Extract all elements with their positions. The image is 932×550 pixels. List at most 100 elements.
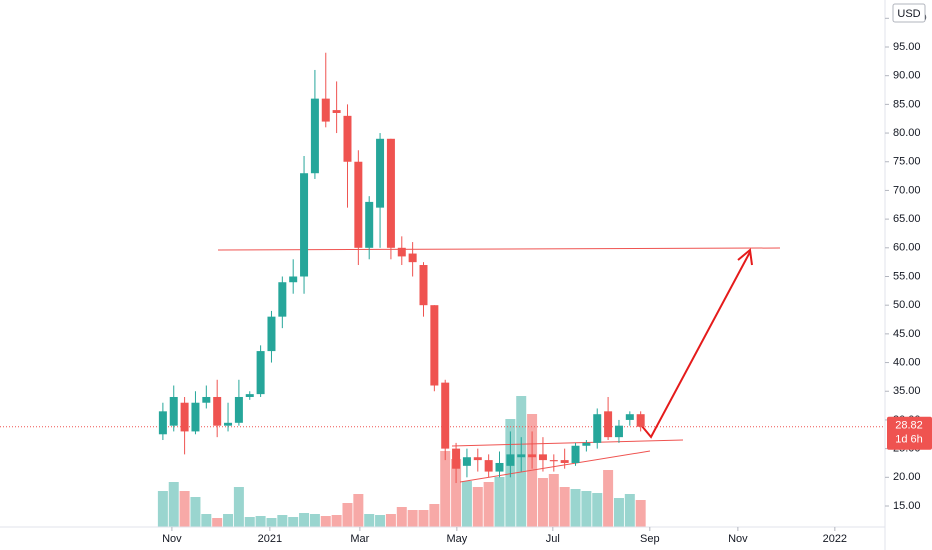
volume-bar [331,515,342,527]
y-tick-label: 40.00 [893,356,921,368]
candle-body [473,457,482,461]
volume-bar [266,518,277,527]
candle-body [310,98,319,174]
candle-body [267,316,276,352]
volume-bar [309,514,320,527]
resistance-line [217,247,781,251]
countdown-label: 1d 6h [895,434,923,446]
volume-bar [212,518,223,527]
volume-bar [548,474,559,527]
candle-body [289,276,298,283]
y-tick-label: 35.00 [893,385,921,397]
candle-body [224,422,233,426]
volume-bar [581,491,592,527]
y-tick-label: 80.00 [893,127,921,139]
volume-bar [320,516,331,527]
volume-bar [353,494,364,527]
volume-bar [429,504,440,527]
candle-body [528,454,537,458]
candle-body [256,351,265,395]
volume-bar [255,516,266,527]
volume-bar [537,478,548,527]
candle-body [354,161,363,248]
volume-bar [396,507,407,527]
candle-body [452,448,461,469]
volume-bar [385,514,396,527]
currency-label: USD [897,8,920,20]
volume-bar [603,470,614,527]
candle-body [571,445,580,463]
x-tick-label: Mar [350,533,369,545]
candle-body [397,247,406,257]
volume-bar [613,498,624,527]
volume-bar [592,493,603,527]
y-tick-label: 65.00 [893,213,921,225]
candle-body [625,414,634,420]
y-tick-label: 70.00 [893,184,921,196]
volume-bar [233,487,244,527]
candle-body [462,457,471,466]
candle-body [332,110,341,113]
candle-body [202,396,211,403]
volume-bar [440,451,451,527]
last-price-label: 28.82 [895,420,923,432]
candle-body [419,265,428,306]
candle-body [484,460,493,472]
volume-bar [635,500,646,527]
volume-bar [494,477,505,527]
x-tick-label: Jul [546,533,560,545]
candle-body [506,454,515,466]
volume-bar [288,517,299,527]
candle-body [213,396,222,426]
volume-bar [461,481,472,527]
y-tick-label: 85.00 [893,98,921,110]
candle-body [408,253,417,263]
volume-bar [472,487,483,527]
volume-bar [624,494,635,527]
candle-body [636,414,645,427]
y-tick-label: 50.00 [893,299,921,311]
volume-bar [570,489,581,527]
volume-bar [451,459,462,527]
candle-body [582,442,591,446]
last-price-badge [887,416,932,450]
candle-body [549,460,558,462]
y-tick-label: 45.00 [893,328,921,340]
y-tick-label: 60.00 [893,242,921,254]
candle-body [604,411,613,438]
x-tick-label: Nov [728,533,748,545]
y-tick-label: 15.00 [893,500,921,512]
y-tick-label: 20.00 [893,471,921,483]
candle-body [430,305,439,386]
triangle-lower-line [459,450,651,483]
candle-body [495,462,504,472]
volume-bar [418,510,429,527]
x-tick-label: May [446,533,467,545]
volume-bar [190,497,201,527]
volume-bar [342,503,353,527]
candle-body [386,138,395,248]
x-tick-label: Nov [162,533,182,545]
candle-body [191,402,200,432]
candle-body [158,411,167,435]
volume-bar [179,491,190,527]
y-tick-label: 75.00 [893,156,921,168]
currency-badge[interactable] [892,3,926,23]
volume-bar [201,514,212,527]
volume-bar [559,487,570,527]
projection-arrow [640,251,751,439]
volume-bar [244,517,255,527]
x-tick-label: 2022 [823,533,847,545]
volume-bar [157,491,168,527]
candle-body [376,138,385,208]
volume-bar [168,482,179,527]
volume-bar [364,514,375,527]
candle-body [300,173,309,277]
candle-body [343,115,352,162]
volume-bar [375,515,386,527]
candle-body [365,201,374,248]
candle-body [517,454,526,458]
candle-body [614,425,623,438]
x-tick-label: 2021 [258,533,282,545]
